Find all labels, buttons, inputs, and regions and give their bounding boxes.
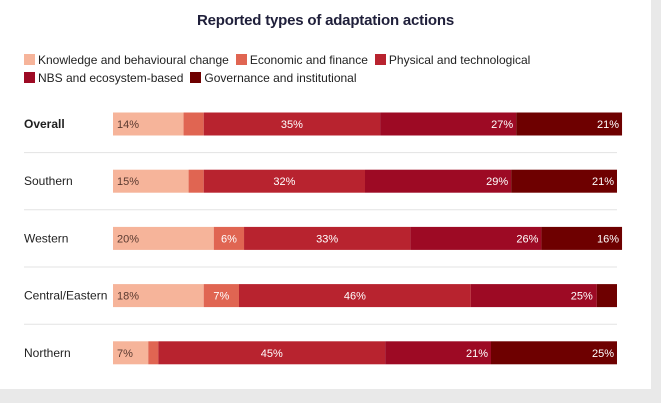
legend-label: NBS and ecosystem-based xyxy=(38,71,184,85)
data-label: 7% xyxy=(117,348,133,360)
bar-segment xyxy=(380,112,517,136)
bar-segment xyxy=(541,226,623,250)
legend-item: Economic and finance xyxy=(235,51,368,69)
bar-segment xyxy=(365,169,512,193)
data-label: 15% xyxy=(117,176,139,188)
legend-item: Governance and institutional xyxy=(190,69,357,87)
category-label: Western xyxy=(24,231,68,245)
legend-label: Economic and finance xyxy=(249,53,368,67)
chart-title: Reported types of adaptation actions xyxy=(197,12,454,29)
data-label: 46% xyxy=(344,291,366,303)
data-label: 25% xyxy=(592,348,614,360)
bar-segment xyxy=(213,226,245,250)
category-label: Southern xyxy=(24,174,73,188)
data-label: 27% xyxy=(491,119,513,131)
data-label: 21% xyxy=(592,176,614,188)
data-label: 21% xyxy=(466,348,488,360)
bar-segment xyxy=(113,226,214,250)
bar-segment xyxy=(183,112,204,136)
data-label: 6% xyxy=(221,233,237,245)
legend-swatch xyxy=(235,54,247,65)
bar-segment xyxy=(244,226,411,250)
data-label: 14% xyxy=(117,119,139,131)
legend: Knowledge and behavioural change Economic… xyxy=(24,51,624,87)
legend-swatch xyxy=(24,72,35,83)
data-label: 26% xyxy=(516,233,538,245)
data-label: 16% xyxy=(597,233,619,245)
data-label: 29% xyxy=(486,176,508,188)
legend-label: Governance and institutional xyxy=(204,71,357,85)
bar-segment xyxy=(516,112,623,136)
bar-segment xyxy=(203,169,365,193)
data-label: 33% xyxy=(316,233,338,245)
bar-segment xyxy=(188,169,204,193)
data-label: 35% xyxy=(281,119,303,131)
legend-swatch xyxy=(190,72,202,83)
bar-segment xyxy=(511,169,617,193)
bar-segment xyxy=(491,341,617,365)
bar-segment xyxy=(113,284,204,308)
bar-segment xyxy=(596,284,617,308)
bar-segment xyxy=(113,341,149,365)
legend-label: Knowledge and behavioural change xyxy=(38,53,229,67)
bar-segment xyxy=(410,226,542,250)
bar-segment xyxy=(113,169,189,193)
data-label: 7% xyxy=(213,291,229,303)
legend-item: Physical and technological xyxy=(374,51,531,69)
legend-item: Knowledge and behavioural change xyxy=(24,51,229,69)
data-label: 20% xyxy=(117,233,139,245)
bar-segment xyxy=(203,284,239,308)
bar-segment xyxy=(113,112,184,136)
bar-segment xyxy=(470,284,597,308)
bar-segment xyxy=(148,341,159,365)
category-label: Central/Eastern xyxy=(24,289,107,303)
category-label: Northern xyxy=(24,346,71,360)
data-label: 32% xyxy=(273,176,295,188)
legend-item: NBS and ecosystem-based xyxy=(24,69,183,87)
category-label: Overall xyxy=(24,117,65,131)
data-label: 45% xyxy=(261,348,283,360)
data-label: 18% xyxy=(117,291,139,303)
bar-segment xyxy=(203,112,381,136)
legend-label: Physical and technological xyxy=(388,53,531,67)
data-label: 25% xyxy=(571,291,593,303)
bar-segment xyxy=(385,341,491,365)
chart-card: Reported types of adaptation actions Kno… xyxy=(0,0,651,389)
legend-swatch xyxy=(374,54,386,65)
data-label: 21% xyxy=(597,119,619,131)
legend-swatch xyxy=(24,54,35,65)
bar-segment xyxy=(158,341,386,365)
bar-segment xyxy=(239,284,471,308)
